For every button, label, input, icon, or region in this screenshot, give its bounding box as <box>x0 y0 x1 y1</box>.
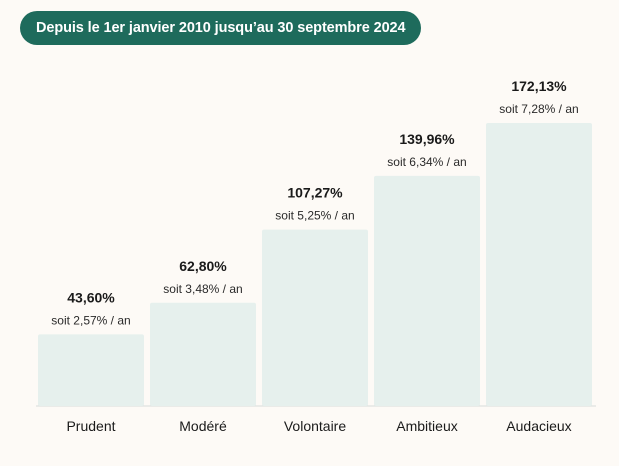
bar-4 <box>374 175 480 406</box>
period-label: Depuis le 1er janvier 2010 jusqu’au 30 s… <box>36 20 406 36</box>
bar-5 <box>486 123 592 406</box>
period-badge: Depuis le 1er janvier 2010 jusqu’au 30 s… <box>20 11 422 45</box>
bar-annualized-label: soit 5,25% / an <box>275 209 354 223</box>
bar-value-label: 107,27% <box>287 185 343 201</box>
bars-group: 43,60% soit 2,57% / an Prudent 62,80% soit 3… <box>38 78 592 434</box>
bar-annualized-label: soit 2,57% / an <box>51 313 130 327</box>
bar-annualized-label: soit 6,34% / an <box>387 155 466 169</box>
bar-2 <box>150 302 256 406</box>
category-label: Modéré <box>179 418 227 434</box>
bar-value-label: 139,96% <box>399 131 455 147</box>
bar-value-label: 62,80% <box>179 258 227 274</box>
category-label: Ambitieux <box>396 418 457 434</box>
category-label: Prudent <box>66 418 115 434</box>
bar-1 <box>38 334 144 406</box>
category-label: Volontaire <box>284 418 346 434</box>
bar-annualized-label: soit 3,48% / an <box>163 282 242 296</box>
category-label: Audacieux <box>506 418 571 434</box>
bar-value-label: 172,13% <box>511 78 567 94</box>
bar-annualized-label: soit 7,28% / an <box>499 102 578 116</box>
bar-value-label: 43,60% <box>67 289 115 305</box>
bar-3 <box>262 229 368 406</box>
